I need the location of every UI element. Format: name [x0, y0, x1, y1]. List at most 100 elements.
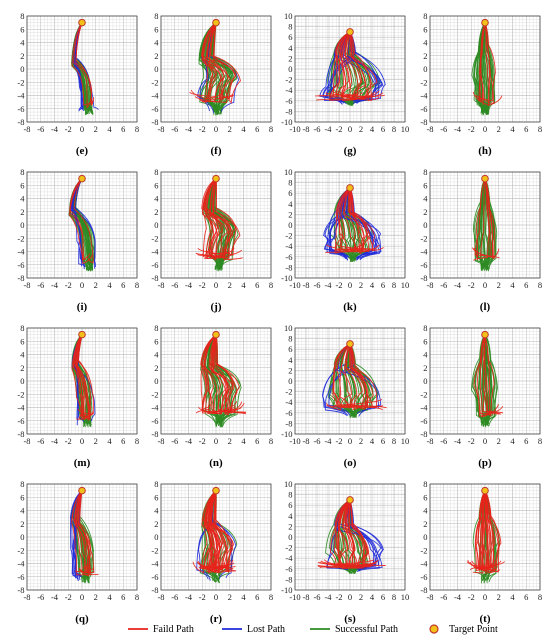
x-tick-label: 4: [107, 124, 112, 134]
panel-caption: (g): [344, 145, 357, 157]
y-tick-label: -8: [420, 429, 427, 439]
panel-caption: (p): [478, 457, 492, 469]
target-point-marker: [212, 18, 220, 27]
y-tick-label: 8: [423, 323, 427, 333]
legend-item-1: Lost Path: [222, 624, 285, 635]
y-tick-label: -2: [420, 545, 427, 555]
x-tick-label: -6: [440, 280, 447, 290]
x-tick-label: -8: [426, 280, 433, 290]
x-tick-label: -6: [440, 436, 447, 446]
x-tick-label: -4: [324, 280, 332, 290]
x-tick-label: -8: [23, 592, 30, 602]
red-path: [214, 490, 232, 574]
red-path: [472, 22, 490, 106]
plot-frame: [26, 15, 138, 123]
y-tick-label: -2: [151, 233, 158, 243]
x-tick-label: -2: [335, 280, 342, 290]
red-path: [333, 343, 383, 406]
y-tick-label: 6: [20, 24, 24, 34]
red-path: [209, 22, 225, 102]
y-tick-label: 4: [288, 43, 293, 53]
red-path: [479, 178, 486, 257]
green-path: [340, 343, 353, 416]
red-path: [75, 334, 89, 415]
x-tick-label: -4: [454, 436, 462, 446]
y-tick-label: -8: [420, 585, 427, 595]
y-tick-label: -4: [151, 247, 159, 257]
y-tick-label: 0: [20, 64, 24, 74]
x-tick-label: -6: [313, 592, 320, 602]
red-path: [201, 178, 232, 259]
plot-frame: [160, 171, 272, 279]
red-path: [481, 490, 501, 574]
y-tick-label: -8: [285, 574, 292, 584]
x-tick-label: 2: [497, 592, 501, 602]
red-path: [349, 31, 380, 101]
y-tick-label: 6: [20, 180, 24, 190]
y-tick-label: 4: [423, 38, 428, 48]
x-tick-label: 2: [497, 124, 501, 134]
y-tick-label: 0: [154, 64, 158, 74]
panel-caption: (i): [77, 301, 88, 313]
paths: [322, 343, 387, 419]
red-path: [466, 490, 489, 569]
y-tick-label: 8: [154, 167, 158, 177]
x-tick-label: -4: [185, 124, 193, 134]
y-tick-label: -8: [285, 262, 292, 272]
y-tick-label: 6: [154, 492, 158, 502]
y-tick-label: -6: [285, 564, 292, 574]
red-path: [209, 490, 231, 574]
x-tick-label: 2: [228, 436, 232, 446]
red-path: [318, 31, 351, 97]
panel-caption: (h): [478, 145, 492, 157]
x-tick-label: 2: [94, 592, 98, 602]
plot-frame: [429, 327, 541, 435]
paths: [189, 22, 241, 116]
red-path: [76, 334, 93, 417]
red-path: [349, 187, 371, 253]
y-tick-label: -4: [151, 559, 159, 569]
x-tick-label: -4: [51, 280, 59, 290]
y-tick-label: 10: [284, 323, 293, 333]
red-path: [478, 22, 486, 102]
red-path: [329, 31, 364, 98]
red-path: [330, 499, 368, 566]
x-tick-label: 8: [135, 124, 139, 134]
x-tick-label: -6: [171, 436, 178, 446]
paths: [315, 31, 386, 107]
panel-caption: (j): [211, 301, 222, 313]
y-tick-label: -2: [285, 231, 292, 241]
red-path: [484, 178, 496, 260]
x-tick-label: 0: [80, 436, 84, 446]
red-path: [336, 187, 351, 251]
x-tick-label: 8: [392, 592, 396, 602]
x-tick-label: -8: [302, 436, 309, 446]
legend-label: Successful Path: [335, 624, 398, 635]
red-path: [349, 499, 366, 568]
x-tick-label: 10: [401, 436, 410, 446]
y-tick-label: -8: [17, 585, 24, 595]
y-tick-label: -6: [151, 104, 158, 114]
x-tick-label: -10: [289, 592, 300, 602]
legend-item-3: Target Point: [429, 624, 498, 635]
x-tick-label: 6: [524, 124, 528, 134]
red-path: [484, 490, 499, 573]
y-tick-label: -8: [17, 429, 24, 439]
red-path: [484, 490, 502, 571]
red-path: [479, 334, 499, 418]
x-tick-label: 0: [483, 592, 487, 602]
red-path: [349, 343, 374, 410]
x-tick-label: -8: [157, 592, 164, 602]
x-tick-label: 2: [94, 436, 98, 446]
x-tick-label: -6: [313, 124, 320, 134]
y-tick-label: -8: [420, 273, 427, 283]
y-tick-label: 8: [154, 323, 158, 333]
red-path: [344, 31, 380, 101]
y-tick-label: -6: [17, 416, 24, 426]
y-tick-label: 0: [154, 376, 158, 386]
